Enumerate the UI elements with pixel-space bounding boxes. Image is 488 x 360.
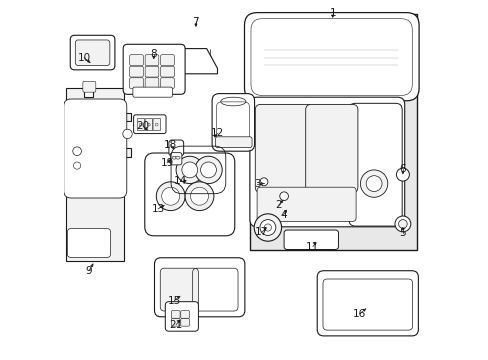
- FancyBboxPatch shape: [168, 140, 183, 156]
- FancyBboxPatch shape: [215, 137, 251, 148]
- Circle shape: [194, 156, 222, 184]
- FancyBboxPatch shape: [154, 258, 244, 317]
- Circle shape: [394, 216, 410, 232]
- Text: 9: 9: [85, 266, 92, 276]
- Text: 3: 3: [253, 179, 260, 189]
- Circle shape: [260, 220, 275, 235]
- Text: 19: 19: [160, 158, 173, 168]
- FancyBboxPatch shape: [133, 87, 172, 97]
- FancyBboxPatch shape: [123, 44, 185, 94]
- Text: 5: 5: [399, 228, 406, 238]
- FancyBboxPatch shape: [317, 271, 418, 336]
- Text: 8: 8: [150, 49, 157, 59]
- Ellipse shape: [175, 156, 180, 159]
- FancyBboxPatch shape: [153, 118, 160, 131]
- FancyBboxPatch shape: [129, 66, 143, 77]
- FancyBboxPatch shape: [181, 319, 189, 326]
- FancyBboxPatch shape: [67, 229, 110, 257]
- Ellipse shape: [172, 156, 176, 159]
- Polygon shape: [173, 49, 217, 74]
- FancyBboxPatch shape: [171, 319, 180, 326]
- FancyBboxPatch shape: [244, 13, 418, 101]
- FancyBboxPatch shape: [171, 311, 180, 318]
- Circle shape: [396, 168, 408, 181]
- Circle shape: [122, 129, 132, 139]
- Circle shape: [366, 176, 381, 192]
- FancyBboxPatch shape: [145, 66, 159, 77]
- FancyBboxPatch shape: [145, 118, 152, 131]
- FancyBboxPatch shape: [70, 35, 115, 70]
- Text: 2: 2: [275, 200, 282, 210]
- Circle shape: [176, 156, 203, 184]
- FancyBboxPatch shape: [348, 103, 401, 226]
- Text: 7: 7: [192, 17, 199, 27]
- Text: 15: 15: [167, 296, 181, 306]
- Text: 1: 1: [329, 8, 335, 18]
- FancyBboxPatch shape: [133, 115, 166, 134]
- Circle shape: [73, 147, 81, 156]
- Text: 4: 4: [280, 210, 286, 220]
- Circle shape: [156, 182, 185, 211]
- Circle shape: [182, 162, 197, 178]
- Circle shape: [260, 178, 267, 186]
- Text: 18: 18: [164, 140, 177, 150]
- FancyBboxPatch shape: [129, 55, 143, 66]
- FancyBboxPatch shape: [82, 81, 96, 92]
- Circle shape: [200, 162, 216, 178]
- FancyBboxPatch shape: [255, 104, 312, 193]
- FancyBboxPatch shape: [145, 55, 159, 66]
- Circle shape: [254, 214, 281, 241]
- Circle shape: [264, 224, 271, 231]
- FancyBboxPatch shape: [129, 78, 143, 89]
- FancyBboxPatch shape: [249, 97, 404, 227]
- FancyBboxPatch shape: [160, 78, 174, 89]
- Circle shape: [162, 187, 179, 205]
- Circle shape: [185, 182, 213, 211]
- Circle shape: [190, 187, 208, 205]
- Circle shape: [360, 170, 387, 197]
- Ellipse shape: [220, 97, 245, 106]
- FancyBboxPatch shape: [257, 187, 355, 221]
- Text: 21: 21: [169, 320, 183, 330]
- Text: 14: 14: [173, 176, 187, 186]
- Polygon shape: [66, 88, 131, 261]
- Text: 13: 13: [151, 204, 164, 214]
- FancyBboxPatch shape: [284, 230, 338, 249]
- Text: 12: 12: [210, 128, 224, 138]
- FancyBboxPatch shape: [170, 153, 182, 165]
- FancyBboxPatch shape: [137, 118, 144, 131]
- Text: 11: 11: [305, 242, 319, 252]
- FancyBboxPatch shape: [305, 104, 357, 193]
- FancyBboxPatch shape: [144, 153, 234, 236]
- FancyBboxPatch shape: [160, 55, 174, 66]
- FancyBboxPatch shape: [75, 40, 110, 66]
- FancyBboxPatch shape: [160, 66, 174, 77]
- FancyBboxPatch shape: [145, 78, 159, 89]
- Text: 17: 17: [255, 227, 268, 237]
- FancyBboxPatch shape: [181, 311, 189, 318]
- FancyBboxPatch shape: [160, 268, 198, 311]
- Text: 10: 10: [78, 53, 91, 63]
- Circle shape: [398, 220, 407, 228]
- Bar: [249, 14, 416, 250]
- Circle shape: [279, 192, 288, 201]
- FancyBboxPatch shape: [63, 99, 126, 198]
- Text: 16: 16: [352, 309, 366, 319]
- FancyBboxPatch shape: [165, 302, 198, 331]
- FancyBboxPatch shape: [212, 94, 254, 151]
- Circle shape: [73, 162, 81, 169]
- Text: 6: 6: [399, 164, 406, 174]
- Text: 20: 20: [136, 121, 149, 131]
